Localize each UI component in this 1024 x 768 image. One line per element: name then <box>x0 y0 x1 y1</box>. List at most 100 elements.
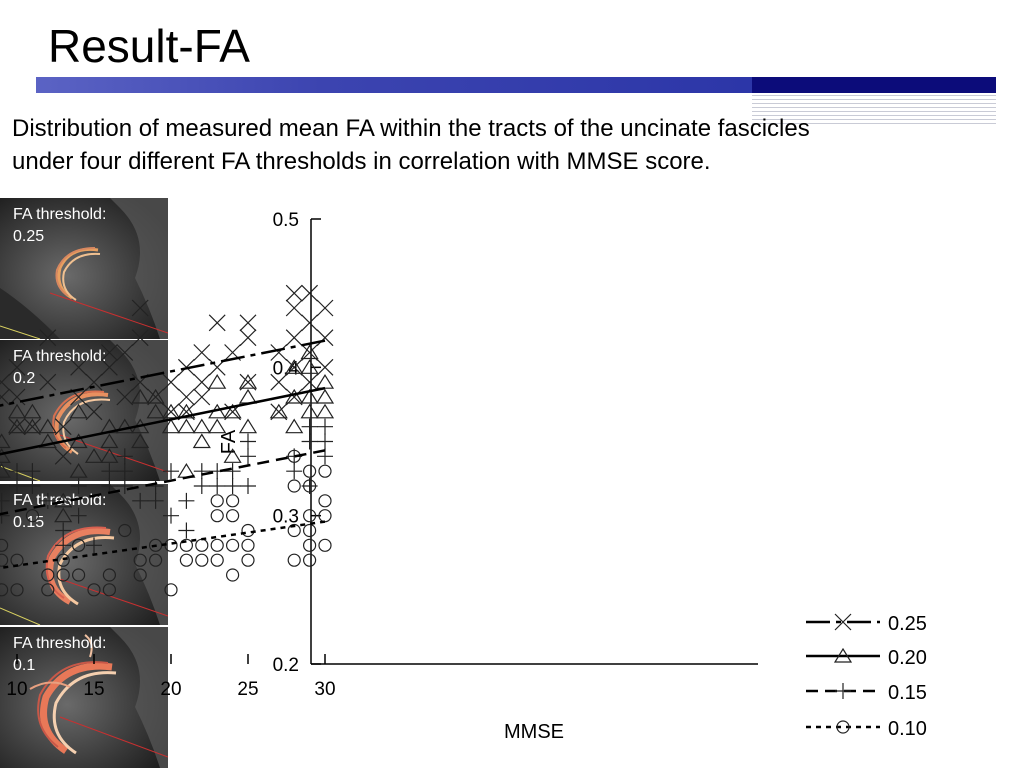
data-point-0.15 <box>209 478 226 494</box>
data-point-0.10 <box>102 583 117 597</box>
data-point-0.20 <box>0 463 11 478</box>
brain-panel-threshold-01: FA threshold: 0.1 <box>0 627 168 768</box>
data-point-0.25 <box>54 418 72 436</box>
data-point-0.25 <box>39 373 57 391</box>
data-point-0.10 <box>195 553 209 567</box>
data-point-0.25 <box>270 403 288 421</box>
data-point-0.25 <box>239 314 257 332</box>
data-point-0.20 <box>23 418 42 434</box>
x-tick-label: 25 <box>237 679 258 700</box>
data-point-0.25 <box>285 299 303 317</box>
data-point-0.25 <box>8 358 26 376</box>
data-point-0.15 <box>116 478 133 494</box>
data-point-0.25 <box>208 314 226 332</box>
data-point-0.25 <box>301 373 319 391</box>
data-point-0.20 <box>177 463 196 478</box>
title-underline-dark-segment <box>752 77 996 93</box>
data-point-0.20 <box>38 433 57 449</box>
legend-marker-0.20 <box>833 647 853 663</box>
data-point-0.15 <box>286 463 303 480</box>
data-point-0.20 <box>131 433 150 449</box>
description-line-2: under four different FA thresholds in co… <box>12 148 711 175</box>
data-point-0.10 <box>41 583 55 597</box>
data-point-0.15 <box>116 463 133 480</box>
data-point-0.15 <box>132 492 149 509</box>
data-point-0.20 <box>300 388 319 404</box>
data-point-0.15 <box>240 433 256 450</box>
data-point-0.20 <box>146 403 165 419</box>
data-point-0.25 <box>23 418 41 436</box>
data-point-0.25 <box>285 284 303 302</box>
data-point-0.10 <box>164 583 178 597</box>
data-point-0.15 <box>9 463 25 480</box>
trend-line-0.15 <box>0 449 326 516</box>
data-point-0.10 <box>287 553 301 567</box>
tractography-image-025 <box>0 198 168 339</box>
data-point-0.10 <box>303 538 317 552</box>
panel-label-025-line1: FA threshold: <box>13 206 107 223</box>
x-tick-label: 15 <box>83 679 104 700</box>
data-point-0.10 <box>71 568 86 582</box>
data-point-0.25 <box>193 388 211 406</box>
panel-label-025: FA threshold: 0.25 <box>13 204 106 248</box>
data-point-0.15 <box>147 492 164 509</box>
data-point-0.20 <box>146 388 165 404</box>
data-point-0.20 <box>69 433 88 449</box>
data-point-0.20 <box>269 403 288 419</box>
legend-label-0.20: 0.20 <box>888 647 927 669</box>
data-point-0.15 <box>39 492 56 509</box>
data-point-0.25 <box>285 388 303 406</box>
data-point-0.20 <box>54 492 73 508</box>
data-point-0.15 <box>193 463 210 480</box>
data-point-0.15 <box>240 448 256 465</box>
data-point-0.10 <box>149 553 163 567</box>
data-point-0.15 <box>193 478 210 494</box>
data-point-0.10 <box>226 538 240 552</box>
data-point-0.15 <box>0 492 10 509</box>
data-point-0.10 <box>0 553 9 567</box>
data-point-0.15 <box>163 463 179 480</box>
data-point-0.10 <box>87 583 101 597</box>
data-point-0.25 <box>116 344 134 361</box>
data-point-0.25 <box>147 388 165 406</box>
data-point-0.20 <box>161 403 181 419</box>
data-point-0.15 <box>163 507 179 524</box>
y-tick-label: 0.2 <box>273 655 299 676</box>
data-point-0.10 <box>133 568 147 582</box>
data-point-0.20 <box>23 403 42 419</box>
data-point-0.25 <box>270 373 288 391</box>
data-point-0.25 <box>131 329 149 347</box>
data-point-0.10 <box>179 538 193 552</box>
data-point-0.10 <box>41 568 55 582</box>
data-point-0.10 <box>210 494 224 508</box>
panel-label-01-line2: 0.1 <box>13 657 36 674</box>
legend-label-0.25: 0.25 <box>888 613 927 635</box>
data-point-0.25 <box>39 329 57 347</box>
data-point-0.15 <box>116 448 133 465</box>
data-point-0.15 <box>55 537 72 554</box>
brain-panel-threshold-025: FA threshold: 0.25 <box>0 198 168 339</box>
data-point-0.10 <box>303 523 317 538</box>
data-point-0.20 <box>300 403 319 419</box>
data-point-0.10 <box>287 523 301 538</box>
data-point-0.10 <box>241 523 255 538</box>
data-point-0.10 <box>0 583 9 597</box>
data-point-0.20 <box>54 507 73 523</box>
data-point-0.10 <box>56 568 70 582</box>
x-tick-label: 10 <box>6 679 27 700</box>
data-point-0.25 <box>301 344 319 361</box>
data-point-0.20 <box>7 418 27 434</box>
data-point-0.25 <box>316 299 334 317</box>
data-point-0.25 <box>239 329 257 347</box>
slide-title: Result-FA <box>48 20 250 72</box>
data-point-0.15 <box>301 433 318 450</box>
data-point-0.10 <box>287 479 301 493</box>
trend-line-0.25 <box>0 339 326 407</box>
data-point-0.20 <box>192 433 211 449</box>
data-point-0.10 <box>179 553 193 567</box>
data-point-0.25 <box>239 373 257 391</box>
data-point-0.20 <box>69 463 88 478</box>
data-point-0.20 <box>208 374 227 389</box>
data-point-0.15 <box>224 463 241 480</box>
data-point-0.25 <box>0 388 11 406</box>
